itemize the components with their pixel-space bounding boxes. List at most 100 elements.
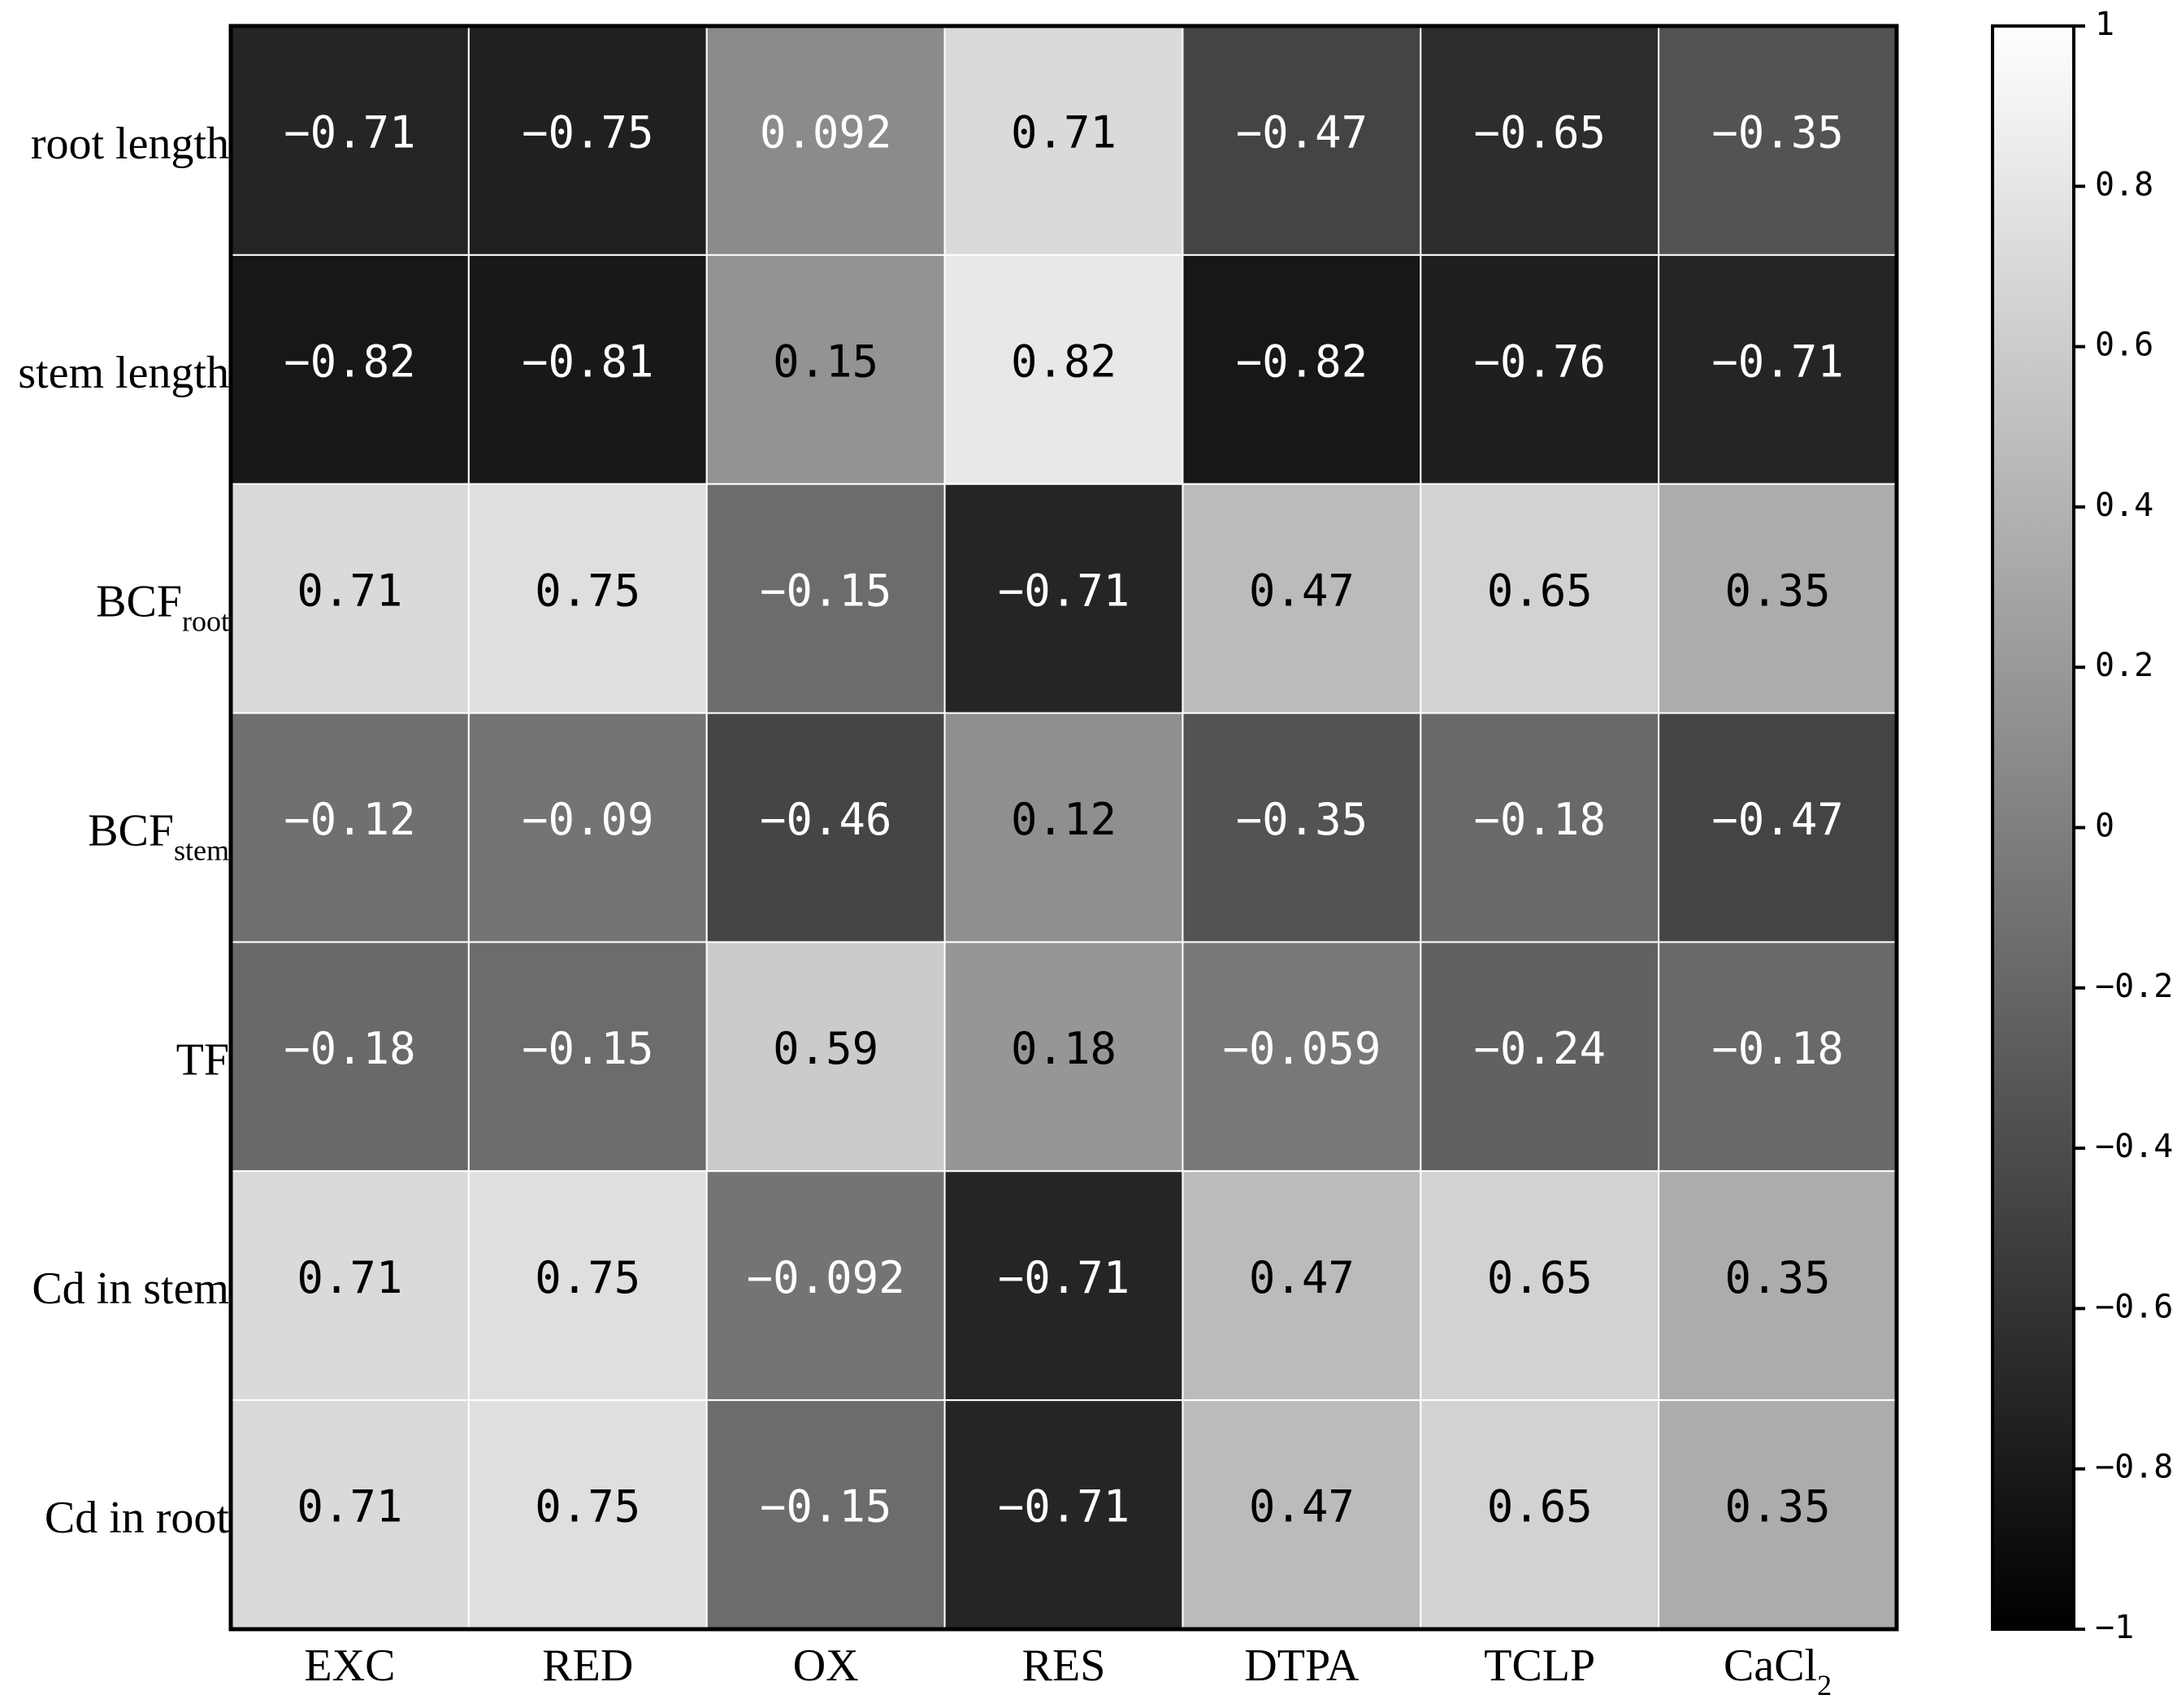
- row-label-text: Cd in stem: [32, 1264, 229, 1314]
- column-label-text: CaCl: [1724, 1641, 1817, 1691]
- heatmap-cell: [1658, 1399, 1897, 1630]
- cell-value-label: −0.059: [1222, 1023, 1381, 1074]
- cell-value-label: −0.82: [284, 336, 416, 387]
- heatmap-cell: [705, 1399, 946, 1630]
- row-label-root-length: root length: [31, 119, 229, 169]
- heatmap-cell: [467, 25, 708, 256]
- colorbar-tick-label: 0: [2095, 808, 2114, 845]
- heatmap-cell: [1420, 483, 1660, 714]
- heatmap-cell: [467, 1170, 708, 1402]
- cell-value-label: 0.18: [1011, 1023, 1117, 1074]
- cell-value-label: −0.09: [522, 794, 654, 845]
- column-label-ox: OX: [793, 1641, 859, 1691]
- heatmap-cell: [230, 1399, 470, 1630]
- heatmap-cell: [230, 941, 470, 1173]
- colorbar-tick-label: −0.8: [2095, 1449, 2173, 1486]
- row-label-cd-in-root: Cd in root: [45, 1493, 230, 1543]
- row-label-text: Cd in root: [45, 1493, 230, 1543]
- row-label-text: BCF: [96, 577, 182, 627]
- column-label-text: EXC: [304, 1641, 395, 1691]
- heatmap-cell: [943, 1399, 1184, 1630]
- cell-value-label: −0.71: [1711, 336, 1844, 387]
- colorbar-ticks: 1 0.8 0.6 0.4 0.2 0 −0.2 −0.4 −0.6 −0.8 −1: [2074, 6, 2173, 1646]
- cell-value-label: −0.47: [1236, 107, 1368, 158]
- column-label-text: TCLP: [1484, 1641, 1595, 1691]
- column-label-text: RES: [1022, 1641, 1106, 1691]
- cell-value-label: 0.75: [535, 1252, 640, 1303]
- plot-frame: [228, 24, 1899, 1632]
- cell-value-label: −0.71: [998, 1481, 1130, 1532]
- heatmap-cell: [1420, 254, 1660, 485]
- colorbar-tick-label: −0.4: [2095, 1128, 2173, 1165]
- column-label-tclp: TCLP: [1484, 1641, 1595, 1691]
- cell-value-label: 0.092: [760, 107, 892, 158]
- column-label-exc: EXC: [304, 1641, 395, 1691]
- row-label-text: stem length: [18, 348, 229, 398]
- cell-value-label: 0.75: [535, 1481, 640, 1532]
- colorbar-tick-label: −0.6: [2095, 1288, 2173, 1325]
- column-label-text: RED: [542, 1641, 633, 1691]
- colorbar-tick-label: 0.4: [2095, 487, 2153, 524]
- cell-value-label: 0.65: [1487, 1481, 1593, 1532]
- heatmap-cell: [1658, 1170, 1897, 1402]
- column-label-red: RED: [542, 1641, 633, 1691]
- cell-value-label: −0.71: [998, 1252, 1130, 1303]
- colorbar-tick-label: 0.2: [2095, 647, 2153, 684]
- cell-value-label: 0.82: [1011, 336, 1117, 387]
- cell-value-label: −0.092: [747, 1252, 905, 1303]
- heatmap-cell: [943, 1170, 1184, 1402]
- cell-value-label: −0.35: [1711, 107, 1844, 158]
- cell-value-label: 0.65: [1487, 1252, 1593, 1303]
- cell-value-label: 0.15: [773, 336, 878, 387]
- heatmap-cell: [943, 483, 1184, 714]
- cell-value-label: 0.35: [1725, 565, 1831, 616]
- heatmap-cell: [1420, 25, 1660, 256]
- heatmap-cell: [1182, 254, 1422, 485]
- cell-value-label: 0.47: [1249, 565, 1355, 616]
- cell-value-label: 0.75: [535, 565, 640, 616]
- heatmap-cell: [1658, 712, 1897, 943]
- column-label-res: RES: [1022, 1641, 1106, 1691]
- heatmap-cell: [230, 25, 470, 256]
- cell-value-label: −0.76: [1473, 336, 1606, 387]
- heatmap-cell: [705, 254, 946, 485]
- row-label-text: root length: [31, 119, 229, 169]
- heatmap-cell: [1182, 483, 1422, 714]
- heatmap-cell: [1658, 483, 1897, 714]
- cell-value-label: −0.65: [1473, 107, 1606, 158]
- cell-value-label: 0.71: [297, 1252, 402, 1303]
- cell-value-label: 0.71: [297, 1481, 402, 1532]
- heatmap-cell: [1658, 254, 1897, 485]
- row-label-stem-length: stem length: [18, 348, 229, 398]
- cell-value-label: −0.15: [760, 1481, 892, 1532]
- row-label-tf: TF: [176, 1034, 229, 1085]
- cell-value-label: −0.18: [1473, 794, 1606, 845]
- heatmap-cell: [230, 254, 470, 485]
- cell-value-label: −0.81: [522, 336, 654, 387]
- heatmap-cell: [1420, 941, 1660, 1173]
- row-label-bcf-stem: BCFstem: [88, 806, 229, 867]
- cell-value-label: 0.65: [1487, 565, 1593, 616]
- heatmap-cell: [1420, 1399, 1660, 1630]
- row-label-bcf-root: BCFroot: [96, 577, 229, 638]
- heatmap-cell: [943, 25, 1184, 256]
- cell-value-label: 0.71: [297, 565, 402, 616]
- row-labels: root length stem length BCFroot BCFstem TF Cd…: [18, 119, 229, 1543]
- cell-value-label: −0.18: [284, 1023, 416, 1074]
- row-label-text: BCF: [88, 806, 174, 856]
- heatmap-cell: [1420, 712, 1660, 943]
- cell-value-label: 0.71: [1011, 107, 1117, 158]
- cell-value-label: 0.12: [1011, 794, 1117, 845]
- heatmap-cell: [1182, 25, 1422, 256]
- heatmap-cell: [1658, 25, 1897, 256]
- cell-value-label: −0.75: [522, 107, 654, 158]
- row-label-cd-in-stem: Cd in stem: [32, 1264, 229, 1314]
- heatmap-cell: [705, 483, 946, 714]
- heatmap-cell: [1658, 941, 1897, 1173]
- cell-value-label: −0.82: [1236, 336, 1368, 387]
- colorbar-tick-label: 0.8: [2095, 166, 2153, 203]
- column-label-subscript: 2: [1817, 1669, 1832, 1701]
- heatmap-cell: [705, 1170, 946, 1402]
- colorbar: [1991, 24, 2075, 1631]
